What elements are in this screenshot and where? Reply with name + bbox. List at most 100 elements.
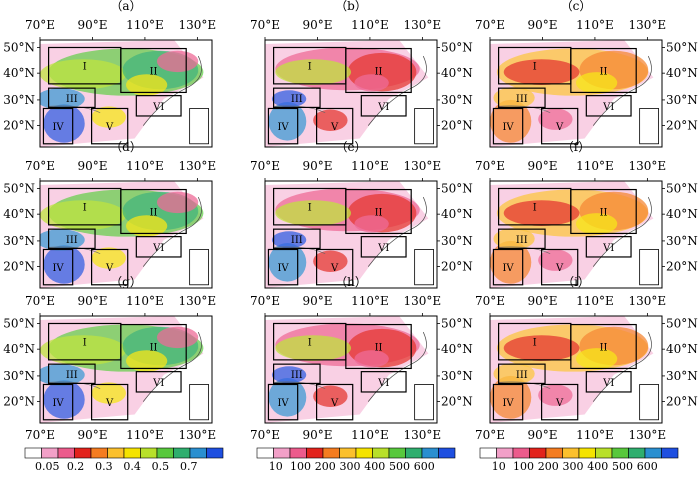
- lat-tick-label: 40°N: [666, 66, 698, 80]
- colorbar-swatch: [206, 447, 224, 459]
- shading-blob: [156, 191, 199, 214]
- shading-blob: [126, 74, 168, 96]
- lon-tick-label: 130°E: [179, 428, 217, 442]
- colorbar-swatch: [355, 447, 373, 459]
- region-label: III: [291, 235, 303, 246]
- lon-tick-label: 90°E: [77, 428, 107, 442]
- region-box: [120, 323, 187, 370]
- region-label: VI: [152, 102, 164, 113]
- region-label: V: [330, 122, 339, 133]
- map-frame: [489, 315, 663, 424]
- colorbar-swatch: [661, 447, 679, 459]
- lon-tick-label: 130°E: [179, 294, 217, 308]
- panel-label: （i）: [562, 275, 590, 289]
- lon-tick-label: 90°E: [77, 159, 107, 173]
- lat-tick-label: 50°N: [441, 316, 473, 330]
- panel-label: （b）: [335, 0, 367, 13]
- inset-box: [189, 384, 209, 421]
- colorbar-swatch: [24, 447, 42, 459]
- inset-box: [414, 384, 434, 421]
- colorbar-label: 600: [414, 460, 435, 473]
- region-label: VI: [602, 378, 614, 389]
- field-shading: [265, 40, 429, 147]
- lon-tick-label: 70°E: [475, 159, 505, 173]
- colorbar-swatch: [496, 447, 514, 459]
- lat-tick-label: 20°N: [666, 395, 698, 409]
- inset-box: [414, 249, 434, 286]
- region-label: VI: [602, 243, 614, 254]
- shading-blob: [576, 213, 618, 235]
- lon-tick-label: 70°E: [250, 18, 280, 32]
- region-box: [47, 228, 96, 250]
- region-box: [90, 248, 129, 286]
- colorbar-label: 200: [315, 460, 336, 473]
- shading-blob: [313, 250, 348, 272]
- lon-tick-label: 70°E: [25, 294, 55, 308]
- region-label: I: [533, 203, 537, 214]
- shading-blob: [313, 385, 348, 407]
- region-box: [498, 363, 546, 385]
- region-box: [345, 323, 412, 370]
- colorbar-swatch: [529, 447, 547, 459]
- lat-tick-label: 20°N: [3, 260, 35, 274]
- field-shading: [490, 40, 654, 147]
- colorbar-swatch: [421, 447, 439, 459]
- region-label: II: [150, 66, 158, 77]
- lat-tick-label: 20°N: [441, 119, 473, 133]
- colorbar-swatch: [438, 447, 456, 459]
- lon-tick-label: 90°E: [527, 428, 557, 442]
- region-label: VI: [602, 102, 614, 113]
- lon-tick-label: 90°E: [77, 294, 107, 308]
- shading-blob: [40, 364, 85, 386]
- region-box: [273, 228, 321, 250]
- colorbar-swatch: [90, 447, 108, 459]
- region-box: [540, 248, 579, 286]
- colorbar-label: 600: [637, 460, 658, 473]
- colorbar-swatch: [322, 447, 340, 459]
- colorbar-swatch: [611, 447, 629, 459]
- colorbar-label: 100: [290, 460, 311, 473]
- lon-tick-label: 110°E: [126, 18, 164, 32]
- lon-tick-label: 70°E: [25, 159, 55, 173]
- region-box: [570, 188, 637, 235]
- colorbar-label: 0.4: [123, 460, 141, 473]
- panel-label: （d）: [110, 140, 142, 154]
- shading-blob: [126, 350, 168, 372]
- colorbar-label: 500: [612, 460, 633, 473]
- lon-tick-label: 90°E: [77, 18, 107, 32]
- region-label: I: [83, 338, 87, 349]
- region-label: VI: [152, 378, 164, 389]
- region-box: [585, 371, 632, 393]
- shading-blob: [40, 229, 85, 251]
- lat-tick-label: 40°N: [666, 207, 698, 221]
- region-box: [267, 383, 299, 421]
- lon-tick-label: 110°E: [351, 159, 389, 173]
- lon-tick-label: 90°E: [302, 428, 332, 442]
- colorbar-swatch: [372, 447, 390, 459]
- inset-box: [189, 249, 209, 286]
- lon-tick-label: 70°E: [475, 294, 505, 308]
- colorbar-swatch: [123, 447, 141, 459]
- region-label: II: [150, 207, 158, 218]
- colorbar-label: 0.7: [180, 460, 198, 473]
- lon-tick-label: 110°E: [126, 294, 164, 308]
- region-label: II: [375, 66, 383, 77]
- region-box: [135, 236, 182, 258]
- lon-tick-label: 130°E: [629, 159, 667, 173]
- region-label: V: [105, 263, 114, 274]
- region-box: [540, 107, 579, 145]
- lat-tick-label: 40°N: [441, 207, 473, 221]
- region-label: III: [516, 370, 528, 381]
- region-box: [492, 107, 524, 145]
- colorbar: 0.05 0.2 0.3 0.4 0.5 0.7: [24, 447, 224, 473]
- region-label: V: [555, 398, 564, 409]
- panel-label: （c）: [561, 0, 592, 13]
- lat-tick-label: 20°N: [441, 260, 473, 274]
- region-label: II: [600, 66, 608, 77]
